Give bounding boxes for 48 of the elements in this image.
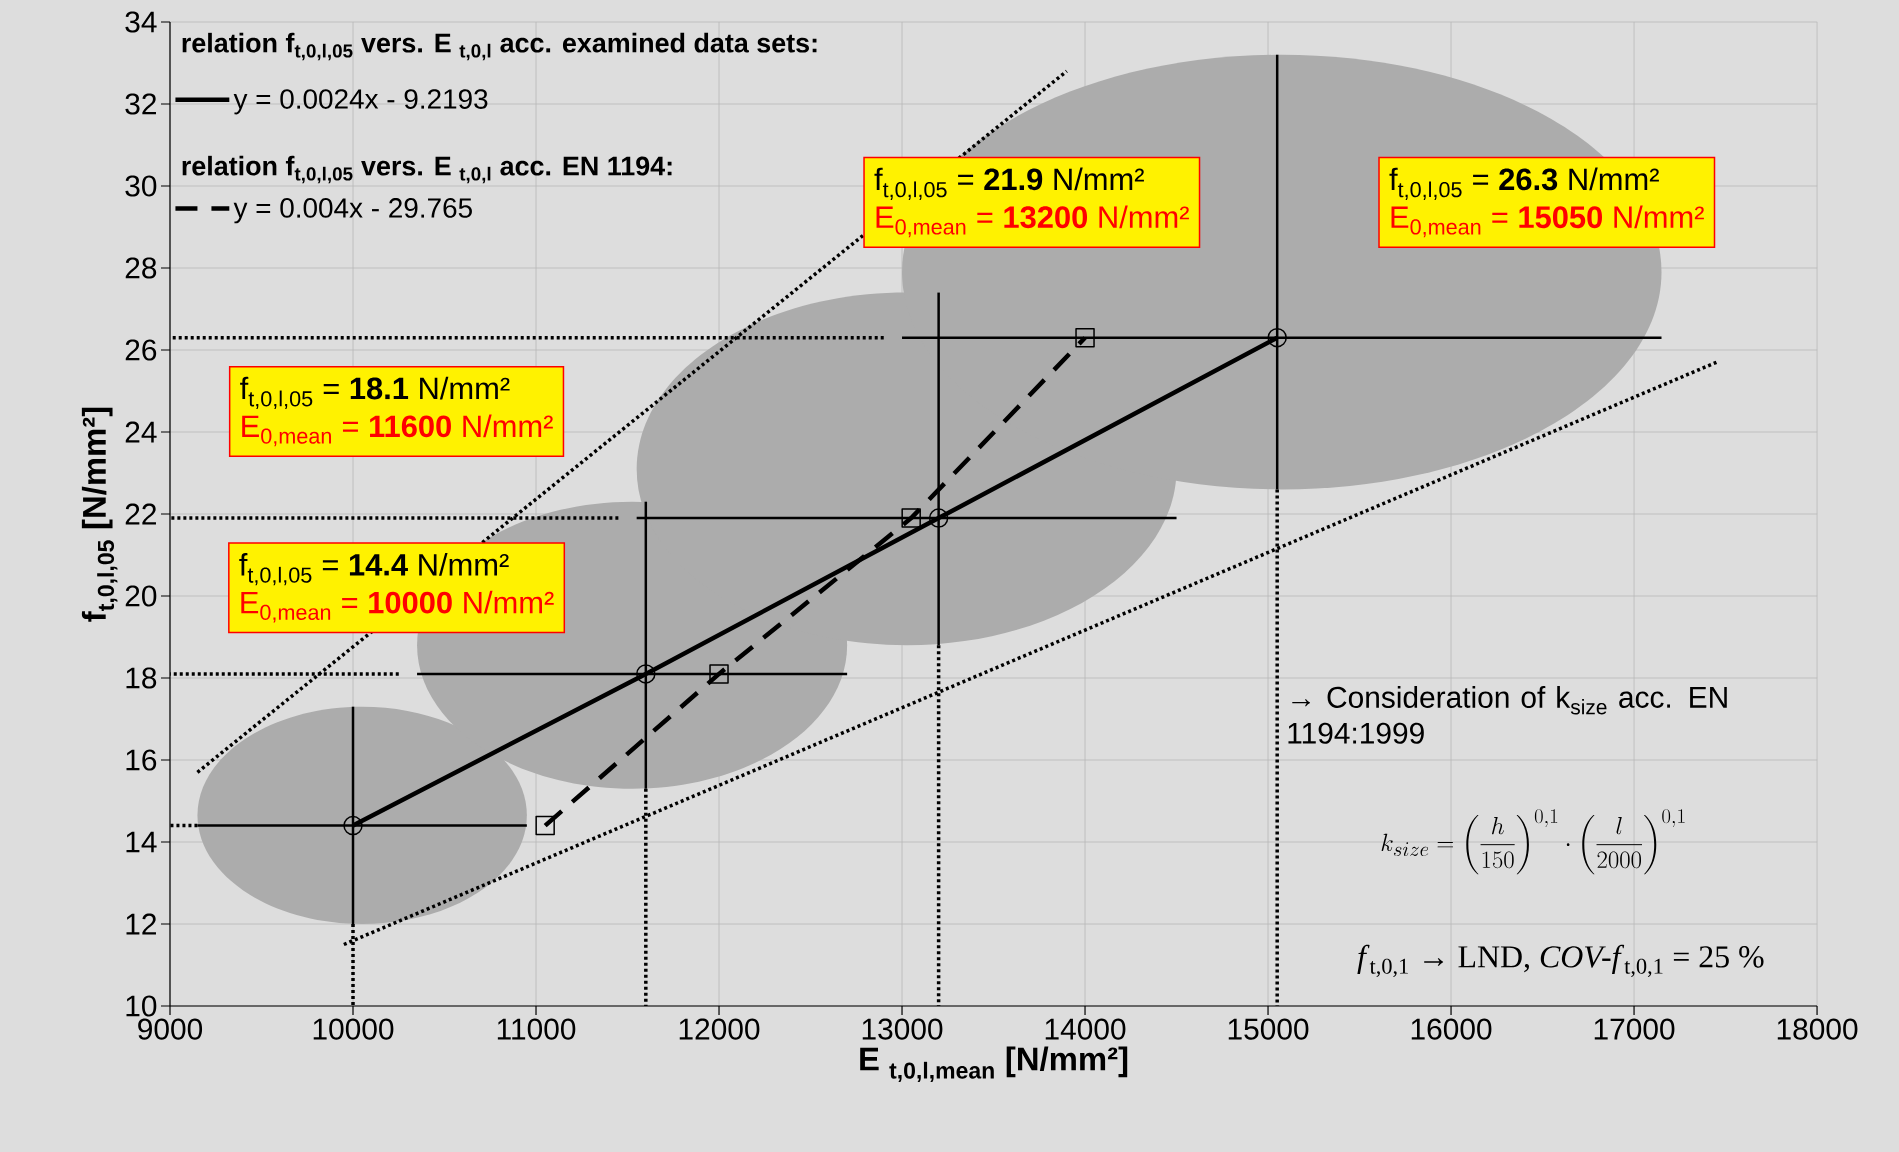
annotation: E$_{0,mean}$ = 10000 N/mm² [241, 590, 554, 623]
x-tick-label: 12000 [679, 1018, 760, 1040]
y-tick-label: 16 [126, 749, 157, 771]
y-tick-label: 20 [125, 585, 157, 607]
point [535, 815, 555, 836]
annotation: E$_{0,mean}$ = 15050 N/mm² [1391, 205, 1704, 238]
x-tick-label: 11000 [497, 1018, 576, 1040]
y-tick-label: 34 [125, 11, 157, 33]
x-tick-label: 13000 [862, 1018, 943, 1040]
annotation: E$_{0,mean}$ = 13200 N/mm² [876, 205, 1189, 238]
annotation: $k_{size}=\left(\frac{h}{150}\right)^{0,1}\cdot\left(\frac{l}{2000}\right)^{0,1}$ [1381, 809, 1685, 875]
x-tick-label: 9000 [138, 1018, 203, 1040]
point [901, 508, 921, 528]
x-tick-label: 15000 [1228, 1018, 1309, 1040]
y-tick-label: 26 [125, 339, 157, 361]
text: → Consideration of k$_{size}$ acc. EN 1194:1999 [1288, 685, 1727, 744]
legend-label: y = 0.0024x - 9.2193 [233, 89, 488, 115]
y-tick-label: 28 [125, 257, 157, 279]
annotation: relation f$_{t,0,l,05}$ vers. E $_{t,0,l}$ acc. EN 1194: [182, 155, 672, 184]
point [343, 815, 363, 836]
point [636, 664, 656, 684]
y-tick-label: 12 [126, 913, 156, 935]
x-tick-label: 18000 [1777, 1018, 1858, 1040]
x-tick-label: 14000 [1045, 1018, 1126, 1040]
y-tick-label: 30 [125, 175, 157, 197]
point [709, 664, 729, 684]
y-tick-label: 24 [125, 421, 157, 443]
y-tick-label: 32 [125, 93, 156, 115]
point [928, 508, 949, 528]
annotation: f$_{t,0,l,05}$ = 21.9 N/mm² [874, 167, 1144, 200]
annotation: f$_{t,0,l,05}$ = 18.1 N/mm² [240, 376, 510, 409]
y-axis-title: f$_{t,0,l,05}$ [N/mm²] [81, 407, 118, 622]
annotation: f$_{t,0,1}$ → LND, COV-f$_{t,0,1}$ = 25 % [1357, 944, 1764, 977]
point [1075, 327, 1095, 348]
annotation: f$_{t,0,l,05}$ = 14.4 N/mm² [239, 553, 509, 586]
annotation: relation f$_{t,0,l,05}$ vers. E $_{t,0,l}$ acc. examined data sets: [182, 32, 817, 61]
x-tick-label: 16000 [1411, 1018, 1492, 1040]
x-tick-label: 17000 [1594, 1018, 1675, 1040]
y-tick-label: 10 [126, 995, 157, 1017]
legend-label: y = 0.004x - 29.765 [233, 198, 472, 224]
y-tick-label: 22 [125, 503, 156, 525]
x-axis-title: E $_{t,0,l,mean}$ [N/mm²] [860, 1046, 1128, 1083]
point [1267, 327, 1287, 348]
annotation: E$_{0,mean}$ = 11600 N/mm² [242, 414, 553, 447]
y-tick-label: 18 [126, 667, 157, 689]
x-tick-label: 10000 [313, 1018, 394, 1040]
annotation: f$_{t,0,l,05}$ = 26.3 N/mm² [1389, 167, 1659, 200]
y-tick-label: 14 [126, 831, 157, 853]
